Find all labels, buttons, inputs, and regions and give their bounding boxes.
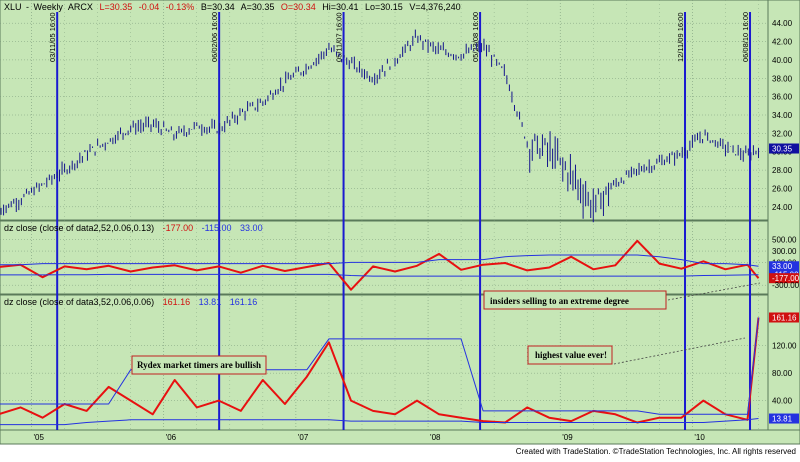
insiders-annotation: insiders selling to an extreme degree [490, 296, 629, 306]
event-line-label: 06/08/10 16:00 [741, 12, 750, 62]
insiders-pointer [667, 282, 761, 301]
price-header: XLU - Weekly ARCX L=30.35 -0.04 -0.13% B… [4, 2, 461, 12]
y-tick-label: 38.00 [772, 74, 793, 83]
event-line-label: 05/23/08 16:00 [471, 12, 480, 62]
axis-labels: '05 '06 '07 '08 '09 '10 44.00 42.00 40.00 38.00 36… [34, 19, 800, 442]
y-tick-label: 161.16 [772, 313, 797, 322]
indicator-line [0, 239, 760, 291]
y-tick-label: -177.00 [772, 274, 800, 283]
x-tick-label: '08 [430, 433, 441, 442]
y-tick-tag [769, 312, 799, 323]
time-axis-strip [0, 429, 800, 445]
indicator2-panel-bg [0, 294, 769, 431]
y-tick-label: 500.00 [772, 236, 797, 245]
last-price-tag [769, 143, 799, 154]
y-tick-label: 24.00 [772, 203, 793, 212]
event-line-label: 06/02/06 16:00 [210, 12, 219, 62]
x-tick-label: '09 [562, 433, 573, 442]
credit-text: Created with TradeStation. ©TradeStation… [516, 447, 796, 456]
band-line [0, 418, 759, 426]
highest-annotation: highest value ever! [535, 350, 607, 360]
y-tick-label: 26.00 [772, 184, 793, 193]
y-tick-label: 44.00 [772, 19, 793, 28]
event-line-label: 12/11/09 16:00 [676, 13, 685, 63]
insiders-annotation-box [483, 290, 667, 310]
event-line-label: 03/11/05 16:00 [48, 13, 57, 63]
y-tick-label: 33.00 [772, 262, 793, 271]
y-tick-label: 28.00 [772, 166, 793, 175]
y-tick-label: 32.00 [772, 129, 793, 138]
highest-annotation-box [527, 345, 613, 365]
indicator-line [0, 317, 760, 424]
y-tick-label: -300.00 [772, 281, 800, 290]
y-tick-tag [769, 413, 799, 424]
y-tick-label: 120.00 [772, 342, 797, 351]
y-tick-label: 36.00 [772, 93, 793, 102]
indicator2-lines [0, 317, 760, 426]
price-panel-bg [0, 0, 769, 221]
y-tick-label: 40.00 [772, 397, 793, 406]
y-tick-tag [769, 261, 799, 272]
y-tick-label: 42.00 [772, 38, 793, 47]
indicator1-panel-bg [0, 220, 769, 295]
indicator1-lines [0, 239, 760, 291]
indicator1-header: dz close (close of data2,52,0.06,0.13) -… [4, 223, 263, 233]
x-tick-label: '06 [166, 433, 177, 442]
y-tick-label: 40.00 [772, 56, 793, 65]
price-bars [0, 29, 759, 223]
rydex-annotation-box [131, 355, 267, 375]
y-tick-tag [769, 273, 799, 284]
band-line [0, 254, 759, 267]
band-line [0, 273, 759, 277]
event-line-label: 05/11/07 16:00 [335, 13, 344, 63]
y-tick-label: 13.81 [772, 415, 793, 424]
y-tick-label: 34.00 [772, 111, 793, 120]
band-line [0, 317, 759, 415]
axis-strip [767, 0, 800, 431]
x-tick-label: '05 [34, 433, 45, 442]
last-price-label: 30.35 [772, 145, 793, 154]
rydex-annotation: Rydex market timers are bullish [137, 360, 261, 370]
y-tick-label: 300.00 [772, 247, 797, 256]
x-tick-label: '10 [694, 433, 705, 442]
x-tick-label: '07 [298, 433, 309, 442]
y-tick-label: 80.00 [772, 369, 793, 378]
indicator2-header: dz close (close of data3,52,0.06,0.06) 1… [4, 297, 257, 307]
